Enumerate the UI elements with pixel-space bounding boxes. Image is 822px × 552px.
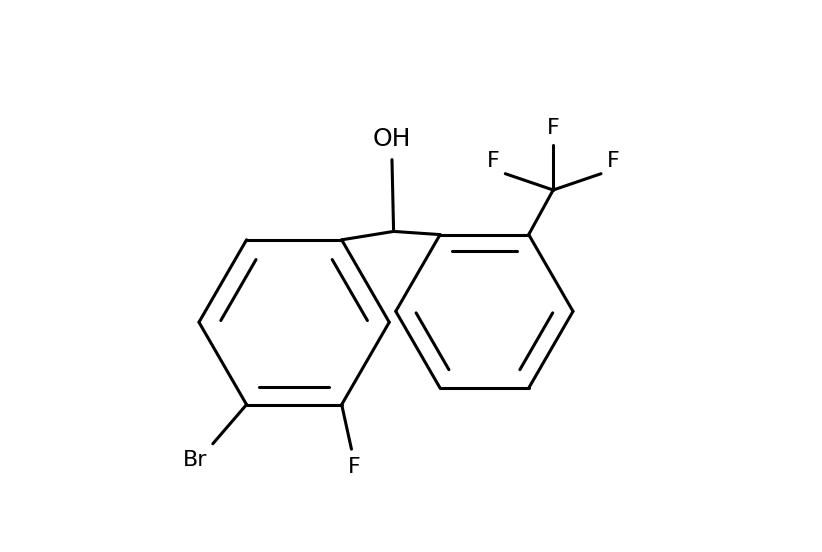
Text: OH: OH bbox=[372, 127, 411, 151]
Text: F: F bbox=[547, 118, 560, 139]
Text: F: F bbox=[487, 151, 500, 171]
Text: F: F bbox=[607, 151, 619, 171]
Text: F: F bbox=[348, 457, 361, 477]
Text: Br: Br bbox=[183, 450, 207, 470]
